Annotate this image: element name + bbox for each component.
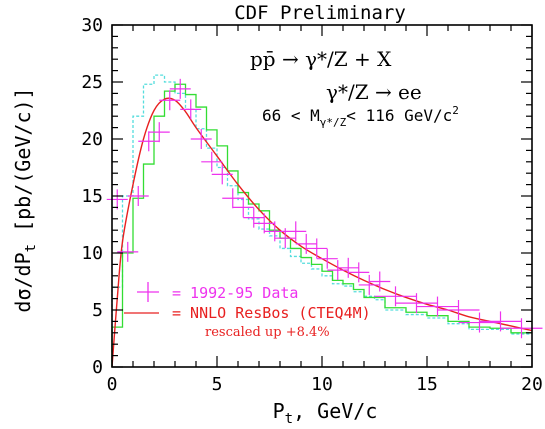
- process-annotation: pp̄ → γ*/Z + X: [250, 47, 392, 71]
- data-point: [201, 151, 223, 172]
- data-point: [348, 262, 370, 283]
- green-histogram: [111, 83, 532, 367]
- data-point: [458, 312, 501, 333]
- data-point: [232, 197, 254, 218]
- theory-curve-group: [111, 97, 533, 368]
- legend-data-marker: [137, 282, 159, 302]
- y-tick-label: 10: [81, 243, 103, 264]
- data-points: [106, 78, 543, 339]
- x-tick-label: 10: [311, 374, 333, 395]
- y-tick-label: 15: [81, 186, 103, 207]
- data-point: [148, 122, 170, 143]
- legend: = 1992-95 Data = NNLO ResBos (CTEQ4M) re…: [124, 282, 371, 340]
- data-point: [253, 213, 275, 234]
- histograms: [111, 74, 532, 367]
- theory-curve: [111, 97, 533, 368]
- x-axis-label: Pt, GeV/c: [273, 399, 378, 427]
- axis-ticks: [111, 24, 533, 368]
- data-point: [222, 188, 244, 209]
- y-tick-label: 30: [81, 15, 103, 36]
- x-tick-label: 15: [416, 374, 438, 395]
- legend-theory-label: = NNLO ResBos (CTEQ4M): [172, 304, 371, 322]
- chart-title: CDF Preliminary: [234, 2, 406, 24]
- data-point: [127, 186, 149, 206]
- data-point: [169, 78, 191, 99]
- x-tick-label: 0: [107, 374, 118, 395]
- data-point: [243, 207, 265, 228]
- tick-labels: 0 5 10 15 20 0 5 10 15 20 25 30: [81, 15, 543, 395]
- data-point: [211, 164, 233, 185]
- data-point: [358, 274, 380, 295]
- data-point: [138, 131, 160, 152]
- data-point: [416, 296, 459, 317]
- data-point: [327, 260, 349, 281]
- data-point: [316, 248, 338, 269]
- data-point: [500, 318, 543, 339]
- data-point: [190, 129, 212, 149]
- mass-window-annotation: 66 < Mγ*/Z< 116 GeV/c2: [262, 104, 459, 129]
- y-tick-label: 0: [92, 357, 103, 378]
- data-point: [159, 90, 181, 111]
- data-point: [117, 241, 139, 262]
- data-point: [395, 293, 438, 314]
- x-tick-label: 5: [212, 374, 223, 395]
- data-point: [180, 99, 202, 120]
- x-tick-label: 20: [521, 374, 543, 395]
- data-point: [295, 233, 317, 254]
- y-axis-label: dσ/dPt [pb/(GeV/c)]: [11, 87, 39, 312]
- data-point: [437, 300, 480, 320]
- data-point: [106, 189, 128, 210]
- legend-theory-note: rescaled up +8.4%: [205, 325, 330, 340]
- data-point: [285, 221, 307, 242]
- legend-data-label: = 1992-95 Data: [172, 284, 298, 302]
- y-tick-label: 5: [92, 300, 103, 321]
- data-point: [337, 257, 359, 278]
- data-point: [306, 238, 328, 259]
- y-tick-label: 25: [81, 72, 103, 93]
- y-tick-label: 20: [81, 129, 103, 150]
- decay-annotation: γ*/Z → ee: [326, 80, 422, 104]
- data-point: [369, 271, 391, 292]
